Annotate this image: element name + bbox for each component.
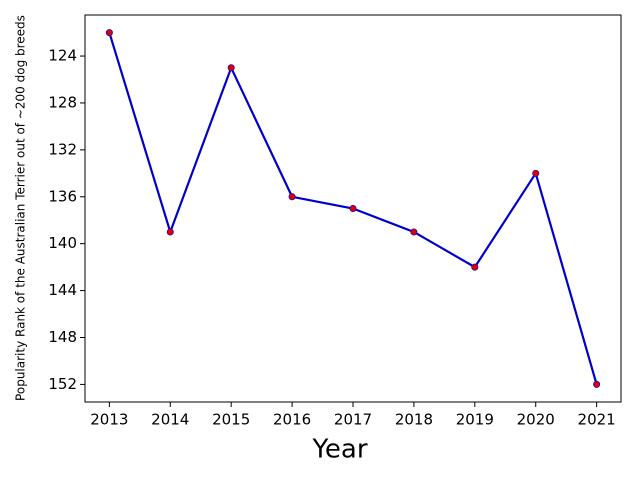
y-tick-label: 152 (48, 375, 77, 393)
y-axis-label: Popularity Rank of the Australian Terrie… (14, 15, 28, 401)
data-point (532, 169, 540, 177)
y-tick-label: 148 (48, 328, 77, 346)
y-tick-label: 124 (48, 47, 77, 65)
y-tick-label: 128 (48, 93, 77, 111)
data-point (471, 263, 479, 271)
data-point (593, 380, 601, 388)
x-tick-label: 2020 (517, 411, 555, 429)
x-tick-label: 2021 (578, 411, 616, 429)
data-point (166, 228, 174, 236)
x-tick-label: 2018 (395, 411, 433, 429)
x-tick-label: 2013 (90, 411, 128, 429)
data-point (410, 228, 418, 236)
data-point (349, 205, 357, 213)
x-axis-label: Year (311, 435, 367, 465)
y-tick-label: 144 (48, 281, 77, 299)
y-tick-label: 136 (48, 187, 77, 205)
x-tick-label: 2017 (334, 411, 372, 429)
y-tick-label: 140 (48, 234, 77, 252)
x-tick-label: 2015 (212, 411, 250, 429)
y-tick-label: 132 (48, 140, 77, 158)
x-tick-label: 2014 (151, 411, 189, 429)
data-point (105, 29, 113, 37)
x-tick-label: 2019 (456, 411, 494, 429)
data-point (227, 64, 235, 72)
x-tick-label: 2016 (273, 411, 311, 429)
data-point (288, 193, 296, 201)
